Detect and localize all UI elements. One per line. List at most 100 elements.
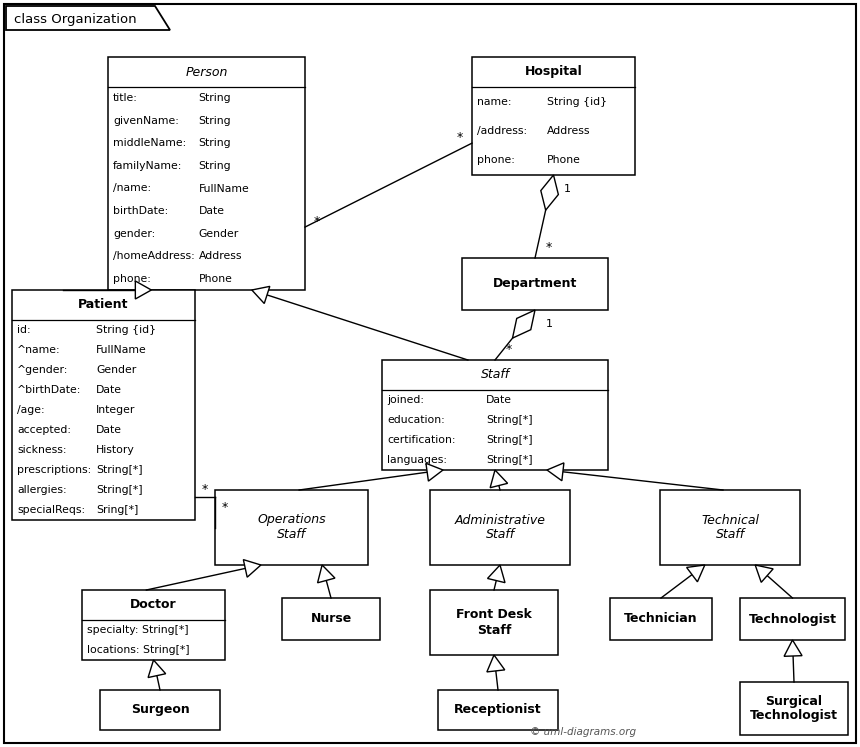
Text: phone:: phone: — [113, 273, 150, 284]
Text: *: * — [457, 131, 464, 143]
Text: String: String — [199, 116, 231, 125]
Polygon shape — [490, 470, 507, 488]
Text: String[*]: String[*] — [486, 435, 532, 445]
Text: Sring[*]: Sring[*] — [96, 505, 138, 515]
Text: /name:: /name: — [113, 184, 151, 193]
Text: FullName: FullName — [199, 184, 249, 193]
Text: String[*]: String[*] — [486, 415, 532, 425]
Text: String[*]: String[*] — [486, 455, 532, 465]
Text: Integer: Integer — [96, 405, 136, 415]
Text: *: * — [202, 483, 208, 497]
Bar — [740, 682, 848, 735]
Text: 1: 1 — [564, 184, 571, 194]
Text: Date: Date — [96, 385, 122, 395]
Text: History: History — [96, 445, 135, 455]
Text: title:: title: — [113, 93, 138, 103]
Text: middleName:: middleName: — [113, 138, 187, 149]
Text: specialty: String[*]: specialty: String[*] — [87, 625, 188, 635]
Bar — [382, 360, 608, 470]
Text: Receptionist: Receptionist — [454, 704, 542, 716]
Text: givenName:: givenName: — [113, 116, 179, 125]
Text: String[*]: String[*] — [96, 485, 143, 495]
Bar — [108, 57, 305, 290]
Text: familyName:: familyName: — [113, 161, 182, 171]
Bar — [282, 598, 380, 640]
Text: Front Desk
Staff: Front Desk Staff — [456, 609, 532, 636]
Polygon shape — [686, 565, 705, 582]
Text: Department: Department — [493, 277, 577, 291]
Text: prescriptions:: prescriptions: — [17, 465, 91, 475]
Text: Date: Date — [96, 425, 122, 435]
Text: phone:: phone: — [477, 155, 515, 165]
Text: languages:: languages: — [387, 455, 447, 465]
Text: Surgical
Technologist: Surgical Technologist — [750, 695, 838, 722]
Polygon shape — [135, 281, 151, 299]
Polygon shape — [243, 560, 261, 577]
Text: id:: id: — [17, 325, 31, 335]
Polygon shape — [541, 175, 558, 210]
Text: education:: education: — [387, 415, 445, 425]
Polygon shape — [547, 463, 564, 481]
Text: Doctor: Doctor — [130, 598, 177, 612]
Bar — [472, 57, 635, 175]
Text: *: * — [222, 500, 228, 513]
Text: joined:: joined: — [387, 395, 424, 405]
Text: Technologist: Technologist — [748, 613, 837, 625]
Text: *: * — [546, 241, 552, 255]
Text: Date: Date — [199, 206, 224, 216]
Text: Surgeon: Surgeon — [131, 704, 189, 716]
Text: allergies:: allergies: — [17, 485, 66, 495]
Bar — [740, 598, 845, 640]
Text: Hospital: Hospital — [525, 66, 582, 78]
Polygon shape — [148, 660, 166, 678]
Text: Date: Date — [486, 395, 512, 405]
Text: ^name:: ^name: — [17, 345, 60, 355]
Text: gender:: gender: — [113, 229, 156, 238]
Text: Nurse: Nurse — [310, 613, 352, 625]
Bar — [462, 258, 608, 310]
Text: specialReqs:: specialReqs: — [17, 505, 85, 515]
Text: /homeAddress:: /homeAddress: — [113, 251, 194, 261]
Text: accepted:: accepted: — [17, 425, 71, 435]
Text: Address: Address — [199, 251, 243, 261]
Polygon shape — [513, 310, 535, 338]
Polygon shape — [252, 286, 270, 303]
Bar — [660, 490, 800, 565]
Text: Patient: Patient — [78, 299, 129, 311]
Text: String {id}: String {id} — [96, 325, 157, 335]
Text: String: String — [199, 138, 231, 149]
Text: ^gender:: ^gender: — [17, 365, 69, 375]
Text: 1: 1 — [545, 319, 552, 329]
Text: locations: String[*]: locations: String[*] — [87, 645, 189, 655]
Text: /address:: /address: — [477, 126, 527, 136]
Polygon shape — [426, 463, 443, 481]
Bar — [430, 490, 570, 565]
Bar — [430, 590, 558, 655]
Text: birthDate:: birthDate: — [113, 206, 169, 216]
Text: Phone: Phone — [547, 155, 581, 165]
Text: String: String — [199, 161, 231, 171]
Text: certification:: certification: — [387, 435, 456, 445]
Bar — [100, 690, 220, 730]
Polygon shape — [488, 565, 505, 583]
Text: © uml-diagrams.org: © uml-diagrams.org — [530, 727, 636, 737]
Text: FullName: FullName — [96, 345, 147, 355]
Text: *: * — [506, 344, 512, 356]
Polygon shape — [6, 6, 170, 30]
Text: Address: Address — [547, 126, 591, 136]
Text: Administrative
Staff: Administrative Staff — [454, 513, 545, 542]
Text: /age:: /age: — [17, 405, 45, 415]
Text: *: * — [314, 214, 320, 228]
Text: String {id}: String {id} — [547, 96, 607, 107]
Polygon shape — [487, 655, 505, 672]
Polygon shape — [755, 565, 773, 583]
Bar — [438, 690, 558, 730]
Text: Technical
Staff: Technical Staff — [701, 513, 759, 542]
Text: sickness:: sickness: — [17, 445, 66, 455]
Polygon shape — [784, 640, 802, 657]
Text: Technician: Technician — [624, 613, 697, 625]
Text: Phone: Phone — [199, 273, 232, 284]
Text: Staff: Staff — [481, 368, 510, 382]
Text: Gender: Gender — [96, 365, 137, 375]
Bar — [610, 598, 712, 640]
